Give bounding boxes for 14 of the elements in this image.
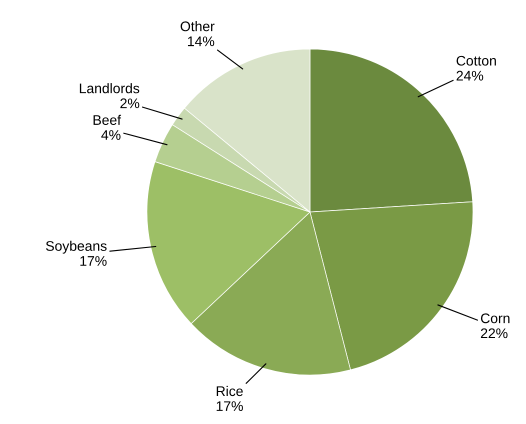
slice-label: Other <box>180 21 214 32</box>
data-label: 14% <box>188 36 214 46</box>
slice-label: Cotton <box>456 56 496 66</box>
data-label: 17% <box>80 256 107 266</box>
slice-label: Beef <box>94 114 122 125</box>
slice-label: Corn <box>480 313 510 324</box>
slice-label: Rice <box>216 386 243 396</box>
data-label: 24% <box>456 70 484 81</box>
data-label: 4% <box>101 130 121 140</box>
slice-label: Landlords <box>80 83 140 94</box>
data-label: 17% <box>216 401 243 411</box>
data-label: 2% <box>120 98 140 108</box>
slice-label: Soybeans <box>46 240 107 254</box>
data-label: 22% <box>480 328 508 338</box>
